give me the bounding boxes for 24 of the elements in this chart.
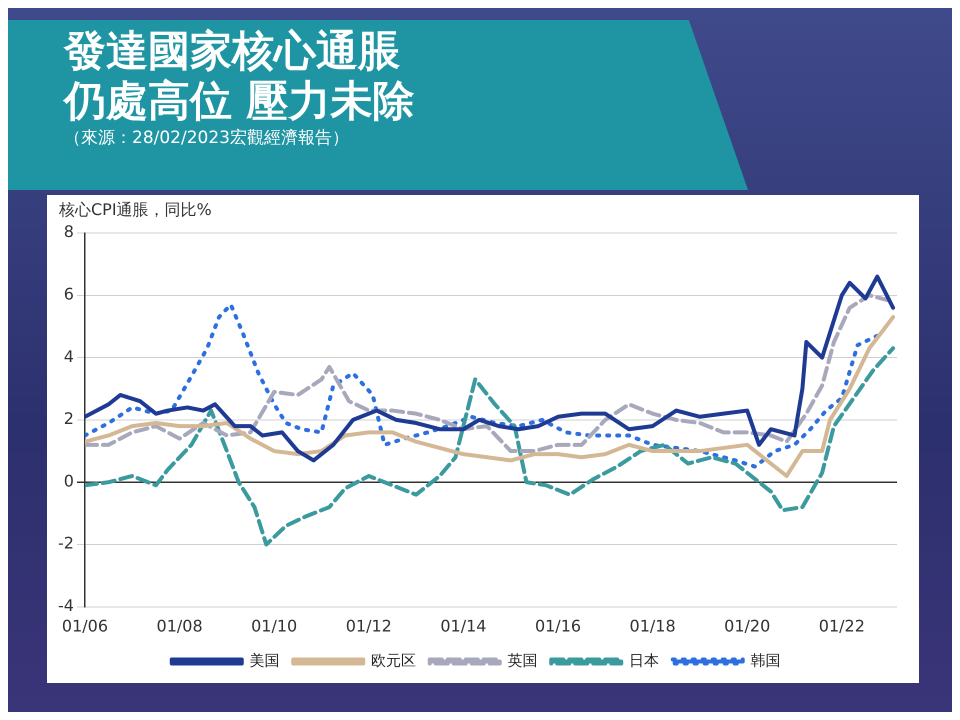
- x-tick-label: 01/08: [156, 616, 203, 636]
- chart-subtitle: （來源：28/02/2023宏觀經濟報告）: [64, 127, 350, 150]
- y-tick-label: 4: [64, 346, 74, 366]
- x-tick-label: 01/14: [440, 616, 486, 636]
- y-tick-label: 2: [64, 409, 74, 428]
- legend-label: 美国: [249, 651, 280, 670]
- x-tick-label: 01/12: [346, 616, 392, 636]
- legend-label: 韩国: [750, 651, 780, 670]
- x-tick-label: 01/18: [630, 616, 676, 636]
- x-tick-label: 01/22: [818, 616, 865, 636]
- y-tick-label: 8: [64, 222, 74, 242]
- legend-label: 日本: [628, 651, 659, 670]
- y-tick-label: -4: [58, 596, 74, 615]
- legend-label: 英国: [507, 651, 538, 670]
- legend-label: 欧元区: [370, 651, 416, 670]
- x-tick-label: 01/20: [724, 616, 770, 636]
- y-axis-title: 核心CPI通脹，同比%: [58, 200, 212, 220]
- y-tick-label: -2: [58, 534, 74, 553]
- chart-title: 發達國家核心通脹仍處高位 壓力未除: [64, 26, 416, 126]
- x-tick-label: 01/06: [62, 616, 108, 636]
- x-tick-label: 01/10: [251, 616, 298, 636]
- x-tick-label: 01/16: [534, 616, 582, 636]
- y-tick-label: 0: [64, 471, 74, 490]
- y-tick-label: 6: [64, 284, 74, 304]
